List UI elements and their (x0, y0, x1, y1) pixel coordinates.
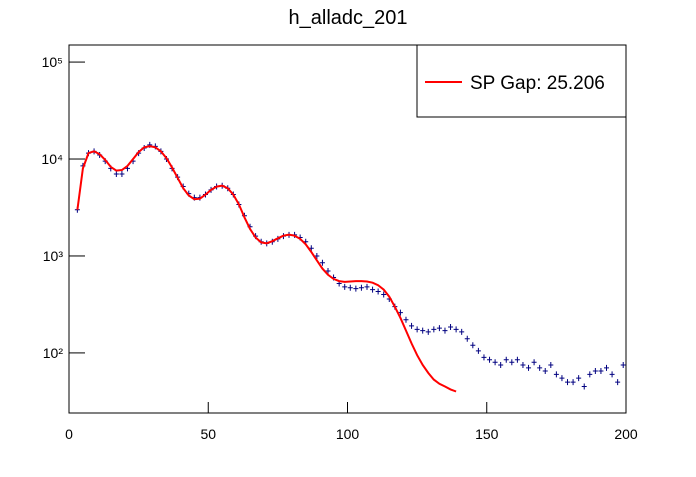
x-tick-label: 0 (65, 426, 73, 442)
data-point (453, 326, 459, 333)
data-point (487, 356, 493, 363)
fit-line (76, 145, 457, 393)
chart-title: h_alladc_201 (289, 7, 408, 29)
data-point (448, 324, 454, 331)
data-point (609, 371, 615, 378)
data-point (470, 342, 476, 349)
data-point (615, 379, 621, 386)
data-point (581, 383, 587, 390)
data-point (358, 284, 364, 291)
data-point (498, 362, 504, 369)
data-point (364, 283, 370, 290)
data-point (542, 368, 548, 375)
data-point (565, 379, 571, 386)
data-point (509, 359, 515, 366)
data-point (414, 326, 420, 333)
data-point (526, 364, 532, 371)
data-point (604, 364, 610, 371)
data-point (420, 327, 426, 334)
data-point (319, 259, 325, 266)
data-point (353, 285, 359, 292)
y-tick-label: 10³ (43, 248, 64, 264)
data-point (570, 379, 576, 386)
y-tick-label: 10² (43, 345, 64, 361)
data-point (464, 335, 470, 342)
y-tick-label: 10⁵ (42, 54, 63, 70)
data-point (425, 328, 431, 335)
data-point (314, 252, 320, 259)
data-point (119, 171, 125, 178)
data-point (431, 326, 437, 333)
x-tick-label: 100 (336, 426, 360, 442)
legend-label: SP Gap: 25.206 (470, 73, 605, 94)
data-point (342, 283, 348, 290)
data-point (514, 356, 520, 363)
data-point (403, 316, 409, 323)
data-point (576, 375, 582, 382)
data-point (620, 362, 626, 369)
data-point (587, 371, 593, 378)
data-point (548, 362, 554, 369)
data-point (520, 362, 526, 369)
data-point (436, 325, 442, 332)
data-point (537, 364, 543, 371)
data-point (503, 356, 509, 363)
data-point (553, 371, 559, 378)
x-tick-label: 50 (200, 426, 216, 442)
x-tick-label: 200 (614, 426, 638, 442)
data-point (475, 347, 481, 354)
data-point (598, 368, 604, 375)
data-point (592, 368, 598, 375)
data-point (559, 375, 565, 382)
data-point (459, 328, 465, 335)
data-point (381, 291, 387, 298)
data-point (347, 284, 353, 291)
data-point (375, 288, 381, 295)
y-tick-label: 10⁴ (41, 151, 63, 167)
data-point (325, 267, 331, 274)
data-point (442, 327, 448, 334)
data-point (370, 286, 376, 293)
x-tick-label: 150 (475, 426, 499, 442)
data-point (492, 359, 498, 366)
data-point (113, 171, 119, 178)
data-point (531, 359, 537, 366)
data-point (409, 322, 415, 329)
data-point (481, 354, 487, 361)
